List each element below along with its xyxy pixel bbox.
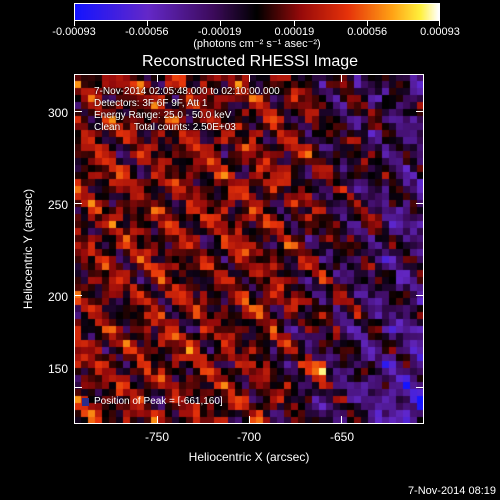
colorbar-units: (photons cm⁻² s⁻¹ asec⁻²) — [193, 38, 321, 50]
x-tick — [341, 416, 343, 424]
image-plot: 7-Nov-2014 02:05:48.000 to 02:10:00.000 … — [74, 74, 424, 424]
colorbar-tick-label: 0.00019 — [274, 26, 315, 38]
y-tick-label: 300 — [47, 106, 68, 120]
y-tick — [416, 295, 424, 297]
x-axis-label: Heliocentric X (arcsec) — [188, 450, 310, 464]
info-method-counts: Clean Total counts: 2.50E+03 — [94, 122, 236, 133]
y-tick — [74, 295, 82, 297]
colorbar — [74, 3, 440, 21]
x-tick-label: -700 — [236, 430, 262, 444]
y-tick-label: 250 — [47, 198, 68, 212]
colorbar-ticks — [74, 21, 440, 27]
y-tick-label: 150 — [47, 362, 68, 376]
colorbar-tick — [74, 21, 75, 26]
y-tick — [416, 387, 424, 389]
y-tick-label: 200 — [47, 290, 68, 304]
colorbar-tick — [219, 21, 221, 26]
colorbar-tick-label: -0.00093 — [52, 26, 96, 38]
y-tick — [74, 110, 82, 112]
peak-marker-icon — [82, 398, 89, 406]
info-energy-range: Energy Range: 25.0 - 50.0 keV — [94, 110, 232, 121]
colorbar-tick-label: -0.00019 — [197, 26, 242, 38]
colorbar-tick-labels: -0.00093 -0.00056 -0.00019 0.00019 0.000… — [52, 26, 460, 40]
footer-date: 7-Nov-2014 08:19 — [407, 485, 496, 497]
x-tick — [249, 416, 250, 424]
x-tick — [341, 74, 343, 82]
colorbar-tick-label: -0.00056 — [125, 26, 169, 38]
colorbar-tick — [294, 21, 296, 26]
y-tick — [74, 202, 82, 204]
x-tick-label: -650 — [329, 430, 355, 444]
y-tick — [74, 387, 82, 389]
info-detectors: Detectors: 3F 6F 9F, Att 1 — [94, 98, 208, 109]
info-time-range: 7-Nov-2014 02:05:48.000 to 02:10:00.000 — [94, 86, 280, 97]
x-tick — [156, 74, 158, 82]
x-tick — [249, 74, 250, 82]
colorbar-tick — [367, 21, 369, 26]
colorbar-tick-label: 0.00056 — [347, 26, 388, 38]
y-tick — [416, 202, 424, 204]
heatmap-image — [74, 74, 424, 424]
colorbar-tick — [146, 21, 148, 26]
x-tick — [156, 416, 158, 424]
plot-border — [74, 74, 424, 424]
colorbar-tick-label: 0.00093 — [420, 26, 460, 38]
x-tick-label: -750 — [144, 430, 170, 444]
y-axis-label: Heliocentric Y (arcsec) — [21, 188, 35, 310]
peak-position-label: Position of Peak = [-661,160] — [94, 396, 223, 407]
y-tick — [416, 110, 424, 112]
colorbar-tick — [439, 21, 440, 26]
plot-title: Reconstructed RHESSI Image — [141, 53, 359, 70]
